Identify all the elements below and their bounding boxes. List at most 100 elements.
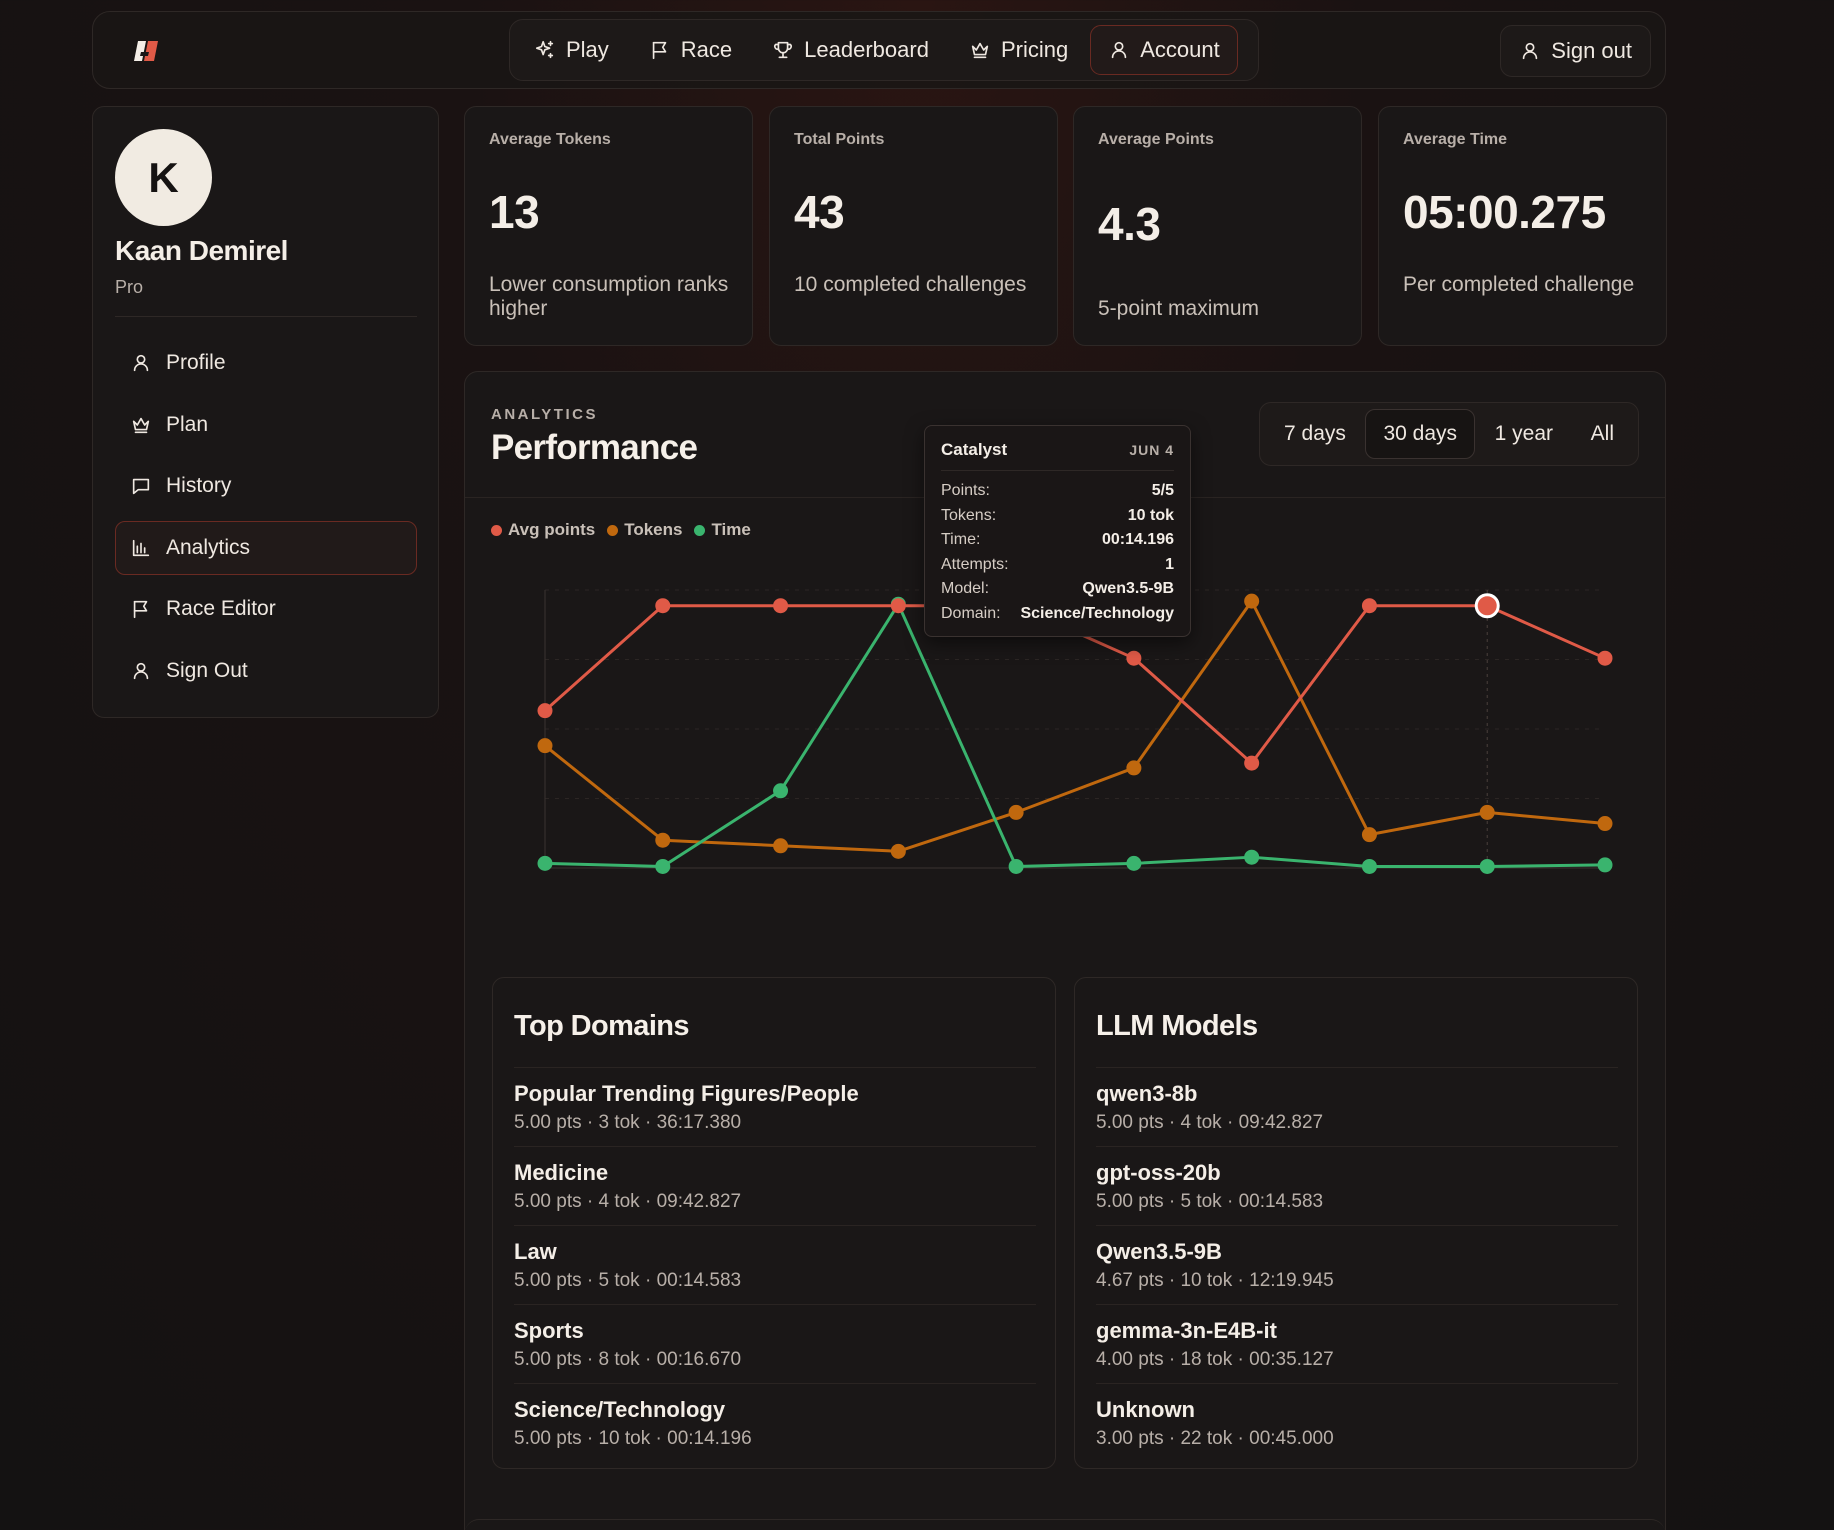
legend-label: Avg points: [508, 520, 596, 539]
time-range-selector: 7 days 30 days 1 year All: [1259, 402, 1639, 466]
nav-pricing[interactable]: Pricing: [951, 25, 1086, 75]
stat-value: 13: [489, 186, 540, 238]
crown-icon: [132, 417, 150, 433]
legend-tokens[interactable]: Tokens: [607, 520, 682, 540]
list-item[interactable]: Unknown 3.00 pts · 22 tok · 00:45.000: [1096, 1383, 1618, 1462]
stat-subtext: Per completed challenge: [1403, 273, 1635, 296]
account-sidebar: K Kaan Demirel Pro Profile Plan History …: [92, 106, 439, 718]
sparkle-icon: [535, 40, 554, 59]
range-7-days[interactable]: 7 days: [1284, 422, 1346, 445]
data-point: [1479, 804, 1495, 820]
sign-out-button[interactable]: Sign out: [1500, 25, 1651, 77]
tooltip-key: Attempts:: [941, 555, 1009, 573]
item-name: Law: [514, 1239, 557, 1264]
tooltip-value: 10 tok: [1127, 506, 1174, 524]
main-nav: Play Race Leaderboard Pricing Account: [509, 19, 1259, 81]
item-meta: 5.00 pts · 4 tok · 09:42.827: [514, 1191, 742, 1212]
list-item[interactable]: Medicine 5.00 pts · 4 tok · 09:42.827: [514, 1146, 1036, 1225]
nav-leaderboard[interactable]: Leaderboard: [754, 25, 947, 75]
data-point: [1361, 598, 1377, 614]
data-point: [1597, 857, 1613, 873]
user-plan: Pro: [115, 277, 144, 297]
item-meta: 5.00 pts · 3 tok · 36:17.380: [514, 1112, 742, 1133]
sidebar-item-race-editor[interactable]: Race Editor: [115, 582, 417, 636]
user-icon: [133, 662, 149, 679]
tooltip-row: Model: Qwen3.5-9B: [941, 577, 1174, 602]
nav-account[interactable]: Account: [1090, 25, 1238, 75]
nav-label: Pricing: [1000, 37, 1069, 62]
data-point: [890, 843, 906, 859]
next-section: [465, 1519, 1665, 1530]
tooltip-value: 00:14.196: [1101, 531, 1174, 549]
stat-subtext: Lower consumption ranks higher: [489, 273, 729, 320]
app-logo-icon[interactable]: [131, 36, 161, 66]
sidebar-item-history[interactable]: History: [115, 459, 417, 513]
data-point: [1479, 858, 1495, 874]
highlighted-point: [1474, 593, 1500, 619]
flag-icon: [133, 600, 148, 619]
item-name: gemma-3n-E4B-it: [1096, 1318, 1277, 1343]
data-point: [537, 855, 553, 871]
sidebar-item-profile[interactable]: Profile: [115, 336, 417, 390]
data-point: [655, 832, 671, 848]
nav-race[interactable]: Race: [631, 25, 750, 75]
data-point: [1361, 858, 1377, 874]
list-item[interactable]: qwen3-8b 5.00 pts · 4 tok · 09:42.827: [1096, 1067, 1618, 1146]
tooltip-row: Attempts: 1: [941, 553, 1174, 578]
tooltip-row: Points: 5/5: [941, 479, 1174, 504]
sidebar-item-sign-out[interactable]: Sign Out: [115, 644, 417, 698]
item-name: Qwen3.5-9B: [1096, 1239, 1222, 1264]
top-domains-card: Top Domains Popular Trending Figures/Peo…: [492, 977, 1056, 1469]
flag-icon: [652, 41, 667, 60]
item-meta: 5.00 pts · 8 tok · 00:16.670: [514, 1349, 742, 1370]
card-title: LLM Models: [1096, 1010, 1258, 1042]
tooltip-date: JUN 4: [1129, 442, 1174, 458]
data-point: [1126, 855, 1142, 871]
panel-title: Performance: [491, 428, 698, 467]
tooltip-row: Time: 00:14.196: [941, 528, 1174, 553]
sidebar-item-plan[interactable]: Plan: [115, 398, 417, 452]
legend-swatch: [491, 524, 502, 536]
stat-card-total-points: Total Points 43 10 completed challenges: [769, 106, 1058, 346]
sidebar-item-label: Profile: [166, 351, 226, 374]
data-point: [1597, 816, 1613, 832]
tooltip-key: Time:: [941, 531, 981, 549]
range-30-days[interactable]: 30 days: [1365, 409, 1476, 459]
performance-chart[interactable]: [465, 532, 1665, 912]
legend-avg-points[interactable]: Avg points: [491, 520, 595, 540]
nav-label: Account: [1140, 37, 1220, 62]
legend-time[interactable]: Time: [694, 520, 751, 540]
item-meta: 5.00 pts · 10 tok · 00:14.196: [514, 1428, 752, 1449]
list-item[interactable]: Law 5.00 pts · 5 tok · 00:14.583: [514, 1225, 1036, 1304]
stat-subtext: 10 completed challenges: [794, 273, 1027, 296]
series-line-tokens: [544, 599, 1606, 853]
divider: [115, 316, 417, 317]
list-item[interactable]: gemma-3n-E4B-it 4.00 pts · 18 tok · 00:35…: [1096, 1304, 1618, 1383]
list-item[interactable]: Sports 5.00 pts · 8 tok · 00:16.670: [514, 1304, 1036, 1383]
user-name: Kaan Demirel: [115, 235, 288, 266]
list-item[interactable]: gpt-oss-20b 5.00 pts · 5 tok · 00:14.583: [1096, 1146, 1618, 1225]
list-item[interactable]: Qwen3.5-9B 4.67 pts · 10 tok · 12:19.945: [1096, 1225, 1618, 1304]
list-item[interactable]: Popular Trending Figures/People 5.00 pts …: [514, 1067, 1036, 1146]
bar-chart-icon: [132, 539, 150, 556]
list-item[interactable]: Science/Technology 5.00 pts · 10 tok · 00…: [514, 1383, 1036, 1462]
data-point: [1126, 650, 1142, 666]
stat-label: Average Tokens: [489, 131, 611, 148]
data-point: [1008, 858, 1024, 874]
data-point: [773, 838, 789, 854]
range-1-year[interactable]: 1 year: [1494, 422, 1554, 445]
sidebar-item-label: History: [166, 474, 232, 497]
nav-label: Leaderboard: [804, 37, 929, 62]
user-icon: [1111, 41, 1127, 59]
legend-swatch: [607, 524, 619, 536]
data-point: [1361, 827, 1377, 843]
sidebar-item-analytics[interactable]: Analytics: [115, 520, 417, 575]
sidebar-item-label: Plan: [166, 412, 209, 436]
sidebar-item-label: Sign Out: [166, 658, 248, 682]
tooltip-row: Tokens: 10 tok: [941, 504, 1174, 529]
range-all[interactable]: All: [1590, 422, 1614, 445]
stat-label: Average Points: [1098, 131, 1214, 148]
tooltip-key: Model:: [941, 580, 990, 598]
stat-subtext: 5-point maximum: [1098, 297, 1260, 320]
nav-play[interactable]: Play: [516, 25, 627, 75]
